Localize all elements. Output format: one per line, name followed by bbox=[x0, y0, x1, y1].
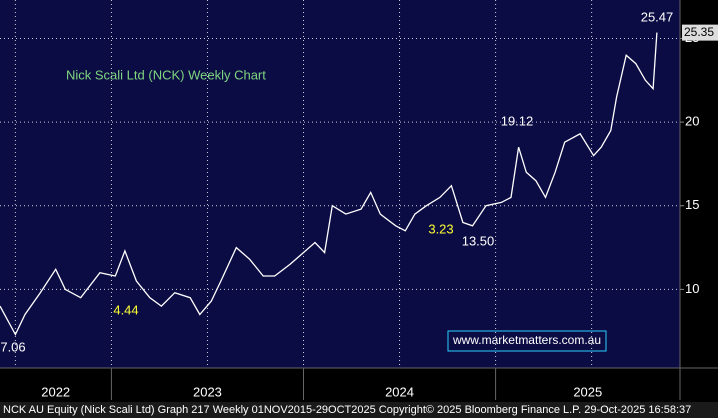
x-tick-label: 2023 bbox=[193, 384, 222, 399]
annotation: 19.12 bbox=[501, 113, 534, 128]
watermark: www.marketmatters.com.au bbox=[452, 333, 601, 347]
annotation: 13.50 bbox=[462, 233, 495, 248]
y-tick-label: 10 bbox=[685, 281, 699, 296]
last-price-box bbox=[682, 24, 718, 41]
plot-area bbox=[0, 0, 680, 368]
y-tick-label: 20 bbox=[685, 114, 699, 129]
annotation: 7.06 bbox=[0, 339, 25, 354]
last-price-label: 25.35 bbox=[684, 25, 714, 39]
annotation: 4.44 bbox=[113, 302, 138, 317]
x-tick-label: 2022 bbox=[41, 384, 70, 399]
annotation: 3.23 bbox=[428, 221, 453, 236]
x-tick-label: 2024 bbox=[385, 384, 414, 399]
x-tick-label: 2025 bbox=[573, 384, 602, 399]
watermark-box bbox=[447, 330, 607, 352]
annotation: 25.47 bbox=[641, 9, 674, 24]
price-line bbox=[0, 32, 658, 336]
y-tick-label: 15 bbox=[685, 197, 699, 212]
footer-bar bbox=[0, 402, 718, 418]
chart-title: Nick Scali Ltd (NCK) Weekly Chart bbox=[66, 67, 266, 82]
footer: NCK AU Equity (Nick Scali Ltd) Graph 217… bbox=[3, 404, 691, 416]
